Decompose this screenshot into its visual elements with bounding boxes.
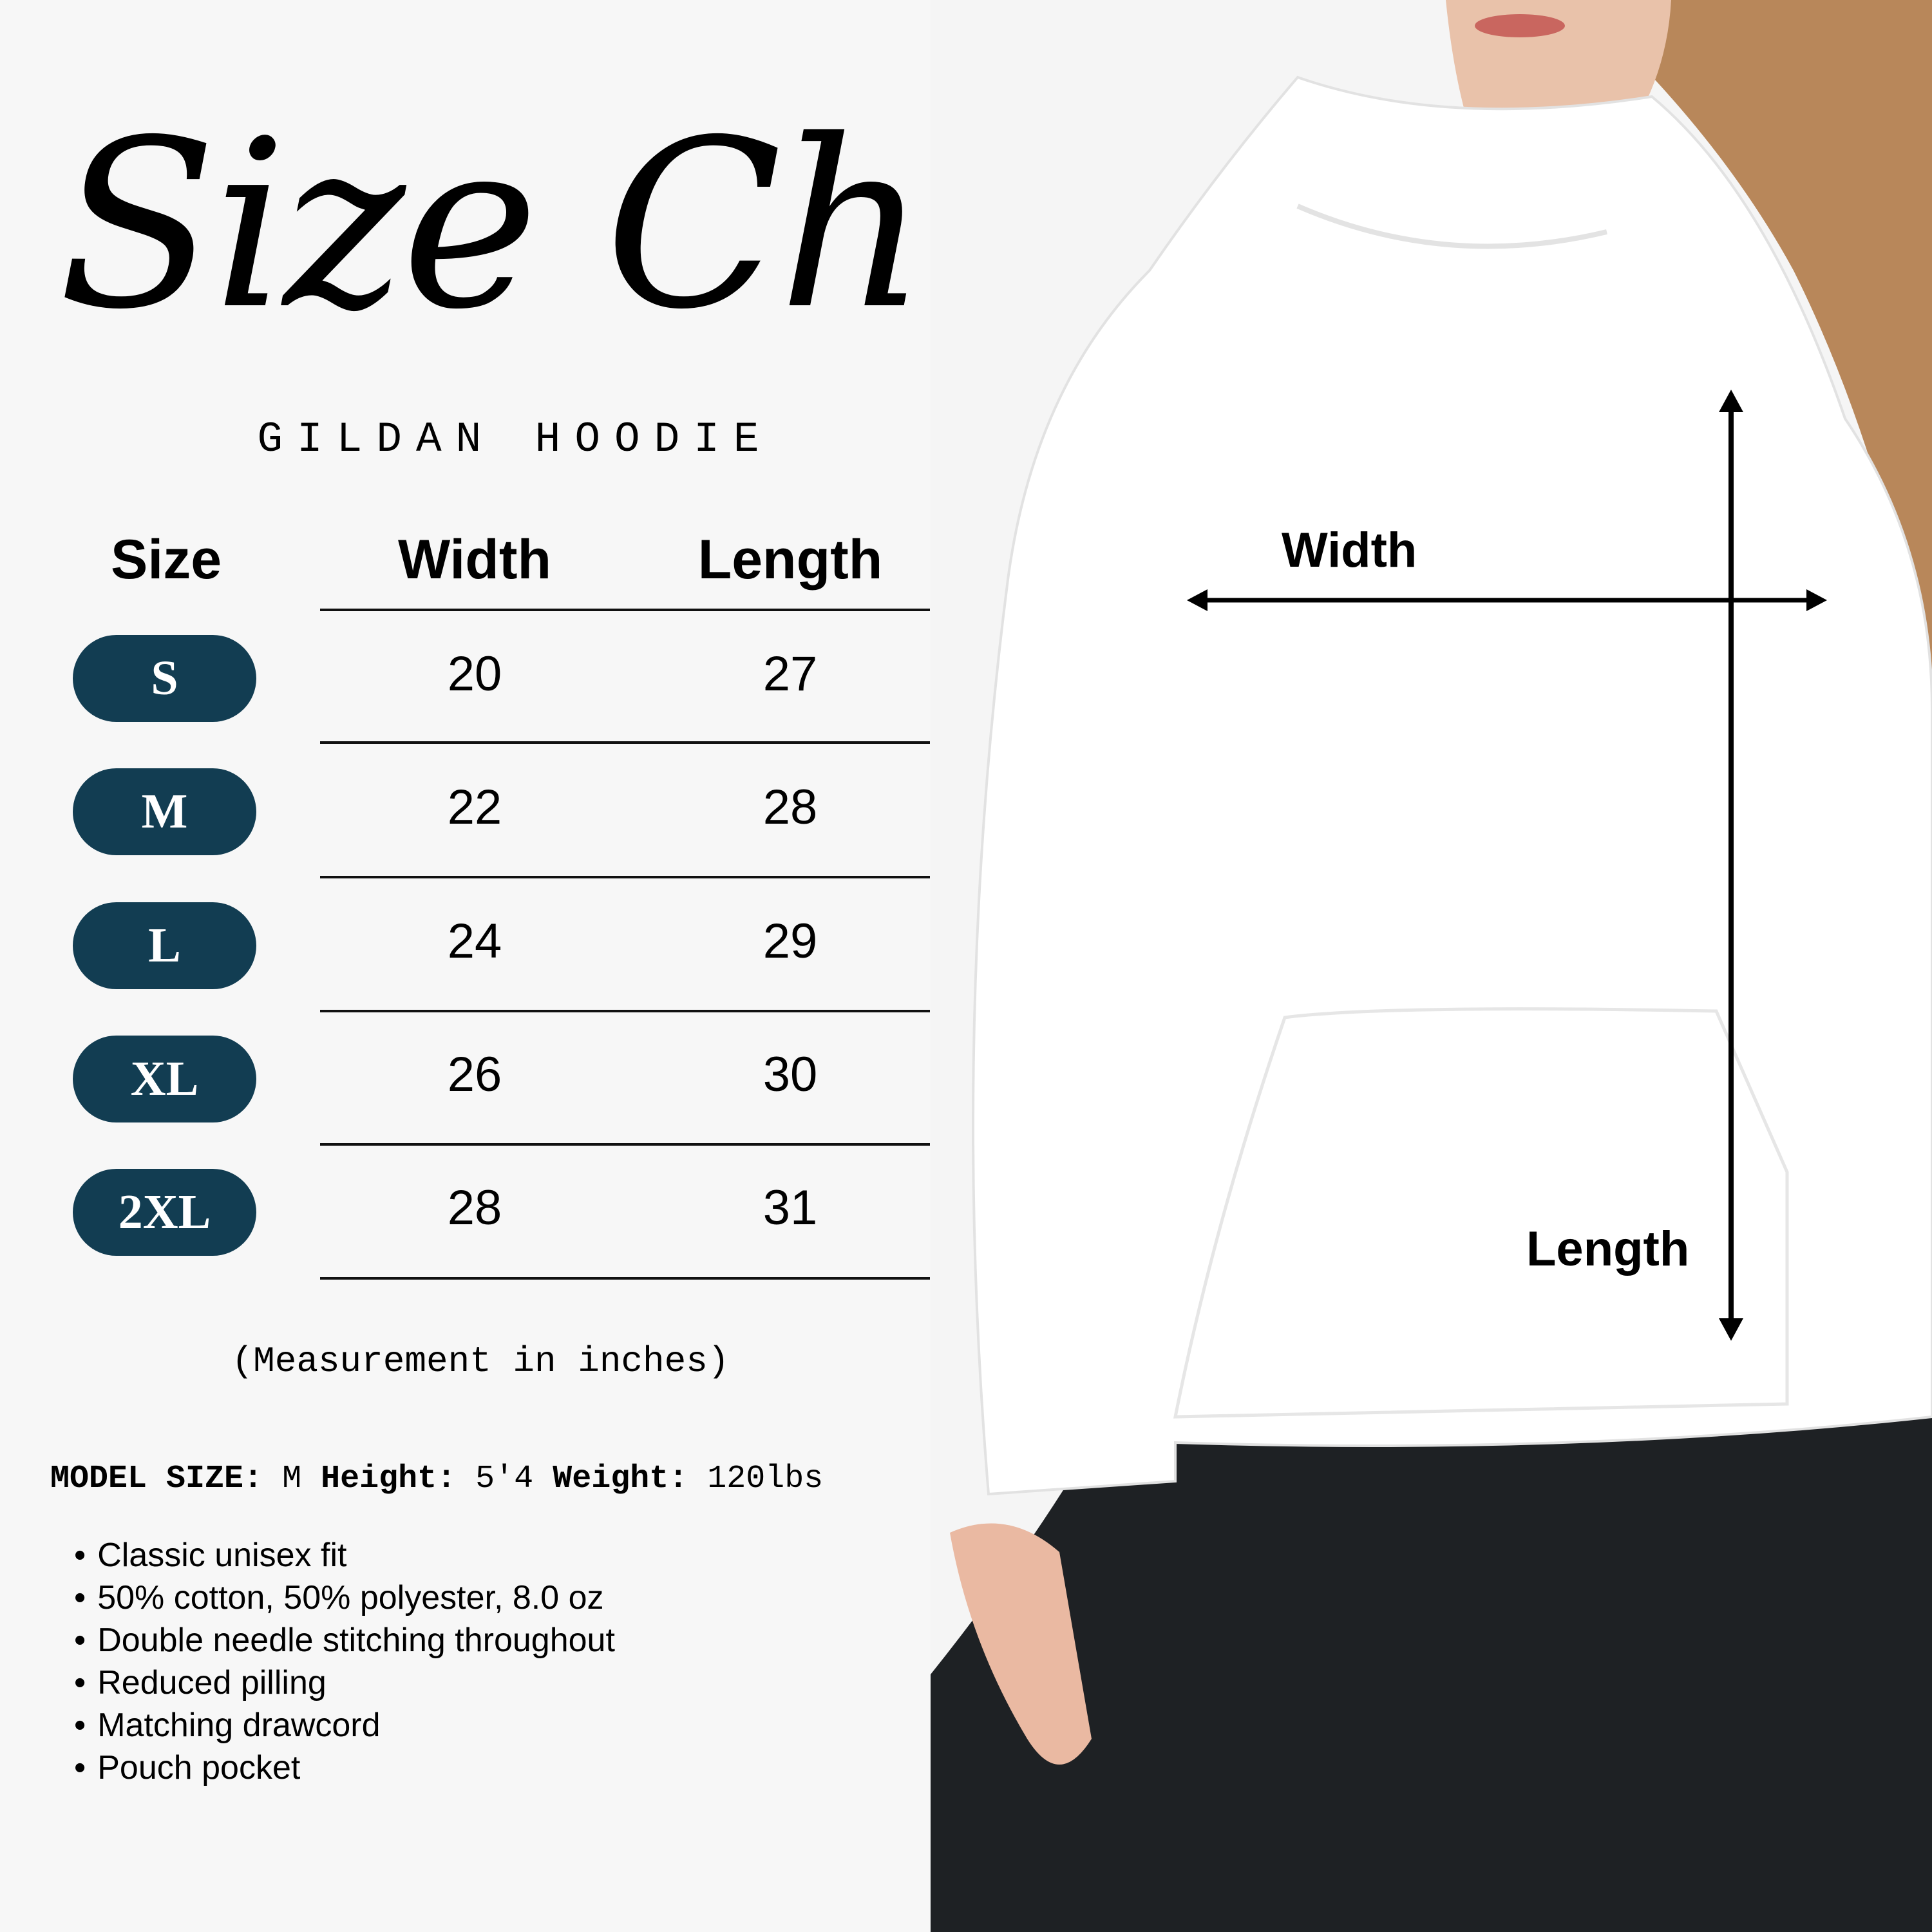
- table-divider: [320, 1010, 930, 1012]
- table-divider: [320, 876, 930, 878]
- header-size: Size: [110, 529, 222, 591]
- size-badge: XL: [73, 1036, 256, 1122]
- leggings: [931, 1320, 1932, 1932]
- list-item: Pouch pocket: [74, 1747, 615, 1789]
- measurement-note: (Measurement in inches): [231, 1341, 730, 1382]
- width-value: 22: [447, 780, 502, 835]
- length-arrow: [1719, 390, 1743, 1341]
- pouch-pocket: [1173, 1007, 1789, 1419]
- width-value: 26: [447, 1047, 502, 1102]
- table-divider: [320, 609, 930, 611]
- size-badge: 2XL: [73, 1169, 256, 1256]
- hood-opening: [1296, 204, 1607, 249]
- length-value: 29: [762, 914, 818, 969]
- height-label: Height:: [321, 1461, 457, 1497]
- list-item: Matching drawcord: [74, 1704, 615, 1747]
- width-label: Width: [1282, 523, 1417, 578]
- height-value: 5'4: [475, 1461, 534, 1497]
- table-divider: [320, 1143, 930, 1146]
- size-badge: S: [73, 635, 256, 722]
- weight-value: 120lbs: [707, 1461, 824, 1497]
- width-value: 28: [447, 1180, 502, 1235]
- lips: [1475, 14, 1565, 37]
- length-value: 27: [762, 647, 818, 701]
- weight-label: Weight:: [553, 1461, 688, 1497]
- product-subtitle: GILDAN HOODIE: [257, 415, 773, 464]
- model-size-value: M: [282, 1461, 302, 1497]
- length-label: Length: [1526, 1222, 1689, 1276]
- list-item: Double needle stitching throughout: [74, 1619, 615, 1662]
- width-value: 20: [447, 647, 502, 701]
- table-divider: [320, 741, 930, 744]
- list-item: Classic unisex fit: [74, 1534, 615, 1577]
- list-item: 50% cotton, 50% polyester, 8.0 oz: [74, 1577, 615, 1619]
- hair: [1575, 0, 1932, 708]
- header-length: Length: [697, 529, 883, 591]
- size-badge: L: [73, 902, 256, 989]
- hoodie: [972, 75, 1932, 1496]
- model-photo: Width Length: [931, 0, 1932, 1932]
- width-arrow: [1187, 589, 1827, 611]
- model-info: MODEL SIZE: M Height: 5'4 Weight: 120lbs: [50, 1461, 823, 1497]
- table-divider: [320, 1277, 930, 1280]
- length-value: 31: [762, 1180, 818, 1235]
- width-value: 24: [447, 914, 502, 969]
- size-badge: M: [73, 768, 256, 855]
- length-value: 30: [762, 1047, 818, 1102]
- feature-list: Classic unisex fit 50% cotton, 50% polye…: [74, 1534, 615, 1789]
- model-size-label: MODEL SIZE:: [50, 1461, 263, 1497]
- length-value: 28: [762, 780, 818, 835]
- header-width: Width: [397, 529, 551, 591]
- hand: [950, 1523, 1092, 1765]
- list-item: Reduced pilling: [74, 1662, 615, 1704]
